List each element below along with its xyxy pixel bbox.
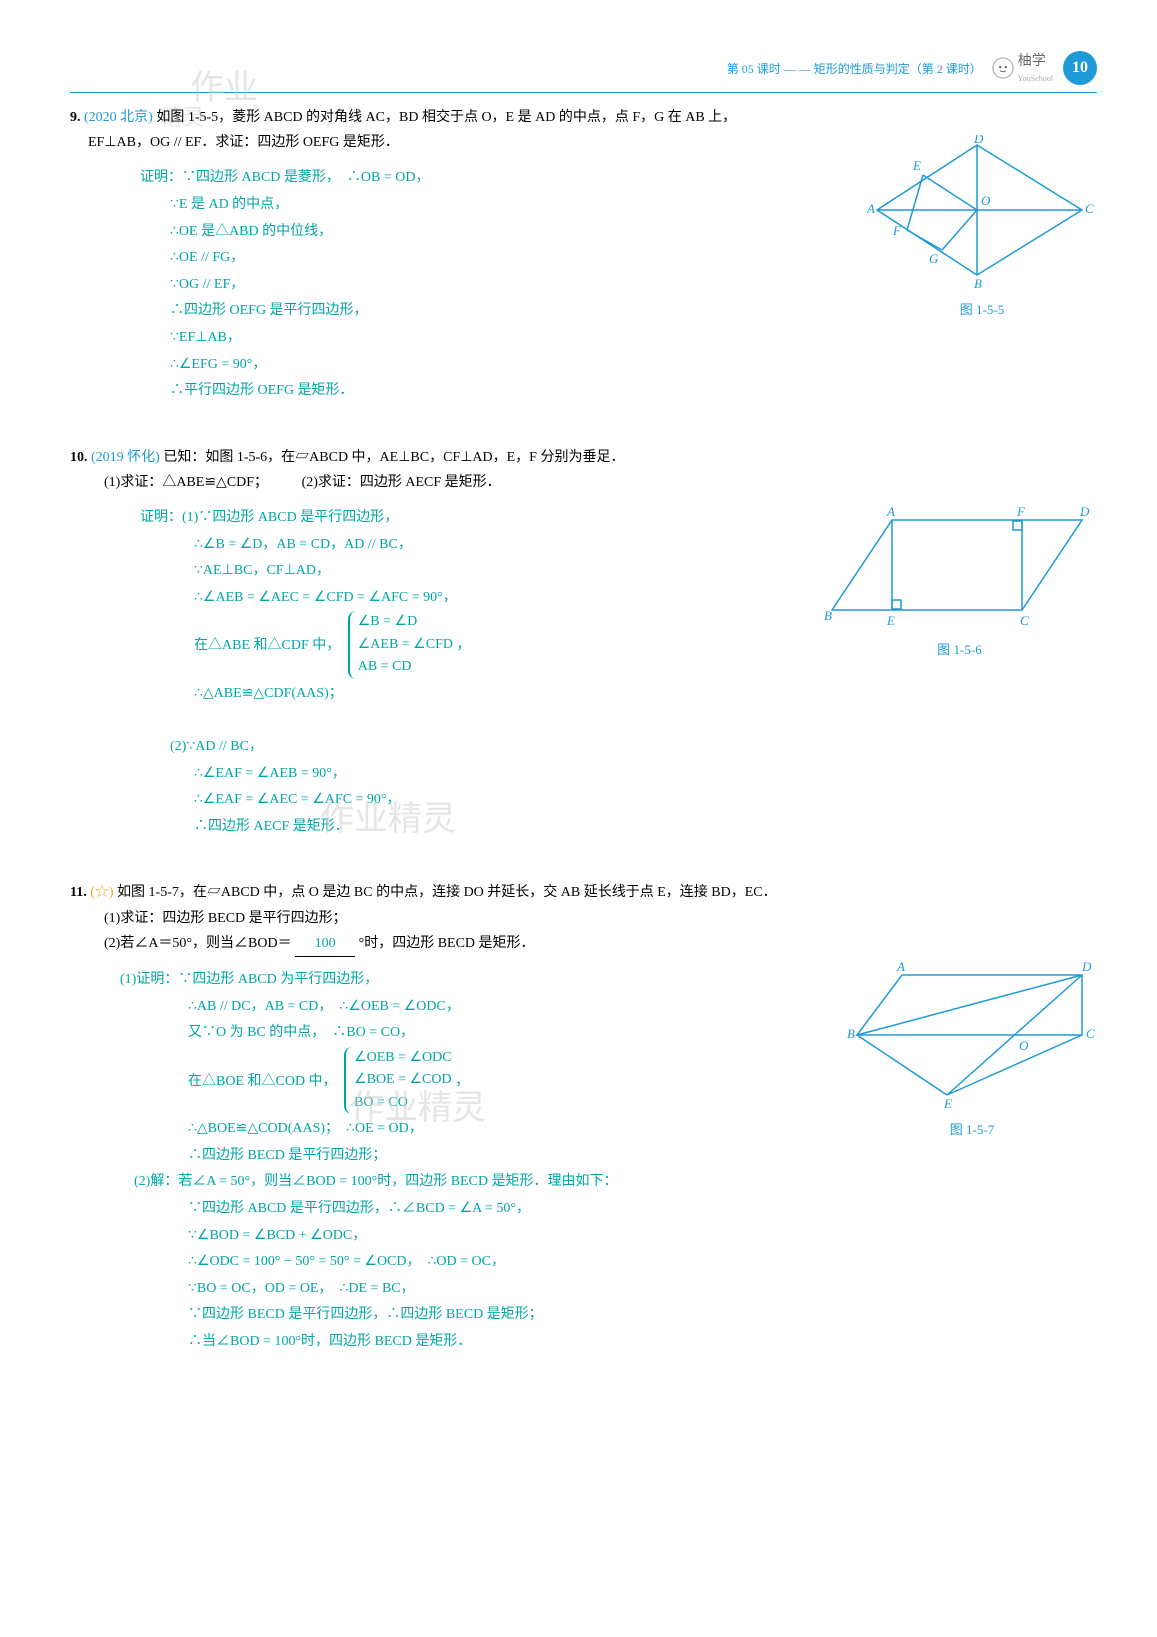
brand-sub: YouSchool — [1018, 74, 1053, 83]
brace-pre: 在△BOE 和△COD 中， — [188, 1074, 337, 1089]
problem-number: 11. — [70, 885, 87, 900]
proof-line: ∵∠BOD = ∠BCD + ∠ODC， — [120, 1223, 1097, 1250]
figure-caption: 图 1-5-6 — [822, 639, 1097, 658]
proof-label: (1)证明： — [120, 972, 178, 987]
proof-line: (2)∵AD // BC， — [140, 734, 1097, 761]
svg-text:C: C — [1086, 1026, 1095, 1041]
svg-text:G: G — [929, 251, 939, 266]
figure-caption: 图 1-5-7 — [847, 1119, 1097, 1138]
q2-text: °时，四边形 BECD 是矩形． — [359, 936, 535, 951]
proof-line: ∵四边形 ABCD 是菱形， ∴OB = OD， — [182, 170, 429, 185]
fill-blank[interactable]: 100 — [295, 931, 355, 957]
svg-text:B: B — [847, 1026, 855, 1041]
brace-row: AB = CD — [358, 659, 412, 674]
page-header: 第 05 课时 — — 矩形的性质与判定（第 2 课时） 柚学 YouSchoo… — [70, 50, 1097, 86]
svg-text:E: E — [886, 613, 895, 628]
sub-question: (2)若∠A＝50°，则当∠BOD＝ 100 °时，四边形 BECD 是矩形． — [70, 936, 535, 951]
proof-line: ∵BO = OC，OD = OE， ∴DE = BC， — [120, 1276, 1097, 1303]
brace-post: ， — [455, 1074, 469, 1089]
svg-text:C: C — [1020, 613, 1029, 628]
brace-row: BO = CO — [354, 1095, 408, 1110]
svg-text:B: B — [824, 608, 832, 623]
brand-icon — [992, 57, 1014, 79]
sub-question: (2)求证：四边形 AECF 是矩形． — [272, 475, 501, 490]
svg-text:B: B — [974, 276, 982, 290]
header-rule — [70, 92, 1097, 93]
sub-question: (1)求证：△ABE≌△CDF； — [70, 475, 268, 490]
diagram-icon: A D B C O E — [847, 960, 1097, 1110]
stem-text: 如图 1-5-5，菱形 ABCD 的对角线 AC，BD 相交于点 O，E 是 A… — [156, 110, 736, 125]
sub-question: (1)求证：四边形 BECD 是平行四边形； — [70, 911, 347, 926]
svg-text:A: A — [886, 505, 895, 519]
svg-text:D: D — [1081, 960, 1092, 974]
figure-1-5-7: A D B C O E 图 1-5-7 — [847, 960, 1097, 1138]
proof-line: ∴四边形 AECF 是矩形． — [140, 814, 1097, 841]
problem-number: 10. — [70, 450, 88, 465]
proof-line: ∵EF⊥AB， — [140, 325, 1097, 352]
figure-caption: 图 1-5-5 — [867, 299, 1097, 318]
svg-text:A: A — [867, 201, 875, 216]
proof-line: (1)∵四边形 ABCD 是平行四边形， — [182, 510, 398, 525]
proof-label: 证明： — [140, 510, 182, 525]
brace-row: ∠B = ∠D — [358, 614, 417, 629]
problem-11: A D B C O E 图 1-5-7 11. (☆) 如图 1-5-7，在▱ABCD… — [70, 880, 1097, 1355]
proof-label: (2)解： — [134, 1174, 178, 1189]
q2-text: (2)若∠A＝50°，则当∠BOD＝ — [104, 936, 292, 951]
brace-row: ∠OEB = ∠ODC — [354, 1050, 452, 1065]
diagram-icon: A B C D O E F G — [867, 135, 1097, 290]
problem-stem: 11. (☆) 如图 1-5-7，在▱ABCD 中，点 O 是边 BC 的中点，… — [70, 880, 1097, 957]
problem-stem: 10. (2019 怀化) 已知：如图 1-5-6，在▱ABCD 中，AE⊥BC… — [70, 445, 1097, 495]
proof-line: 若∠A = 50°，则当∠BOD = 100°时，四边形 BECD 是矩形．理由… — [178, 1174, 617, 1189]
svg-text:F: F — [892, 223, 902, 238]
proof-line: ∵四边形 ABCD 是平行四边形，∴∠BCD = ∠A = 50°， — [120, 1196, 1097, 1223]
proof-line: ∵四边形 ABCD 为平行四边形， — [178, 972, 378, 987]
problem-10: A D F B E C 图 1-5-6 10. (2019 怀化) 已知：如图 1-5-… — [70, 445, 1097, 841]
page-number-badge: 10 — [1063, 51, 1097, 85]
svg-text:A: A — [896, 960, 905, 974]
proof-line: ∴∠EAF = ∠AEB = 90°， — [140, 761, 1097, 788]
brand: 柚学 YouSchool — [992, 50, 1053, 86]
proof-line: ∴△ABE≌△CDF(AAS)； — [140, 681, 1097, 708]
problem-source: (2020 北京) — [84, 110, 153, 125]
brace-pre: 在△ABE 和△CDF 中， — [194, 638, 340, 653]
svg-text:F: F — [1016, 505, 1026, 519]
brand-text: 柚学 — [1018, 54, 1046, 69]
proof-line: ∴四边形 BECD 是平行四边形； — [120, 1143, 1097, 1170]
stem-text: EF⊥AB，OG // EF．求证：四边形 OEFG 是矩形． — [70, 135, 399, 150]
stem-text: 如图 1-5-7，在▱ABCD 中，点 O 是边 BC 的中点，连接 DO 并延… — [117, 885, 777, 900]
svg-text:O: O — [981, 193, 991, 208]
svg-text:E: E — [912, 158, 921, 173]
lesson-title: 第 05 课时 — — 矩形的性质与判定（第 2 课时） — [727, 60, 982, 77]
brace-row: ∠BOE = ∠COD — [354, 1072, 452, 1087]
proof-label: 证明： — [140, 170, 182, 185]
proof-line: ∵四边形 BECD 是平行四边形，∴四边形 BECD 是矩形； — [120, 1302, 1097, 1329]
stem-text: 已知：如图 1-5-6，在▱ABCD 中，AE⊥BC，CF⊥AD，E，F 分别为… — [163, 450, 624, 465]
svg-text:E: E — [943, 1096, 952, 1110]
diagram-icon: A D F B E C — [822, 505, 1097, 630]
brace-post: ， — [456, 638, 470, 653]
svg-text:D: D — [1079, 505, 1090, 519]
svg-text:C: C — [1085, 201, 1094, 216]
svg-text:D: D — [973, 135, 984, 146]
proof-line: ∴∠EAF = ∠AEC = ∠AFC = 90°， — [140, 787, 1097, 814]
brace-icon: ∠B = ∠D ∠AEB = ∠CFD AB = CD — [344, 611, 453, 680]
brace-row: ∠AEB = ∠CFD — [358, 637, 453, 652]
problem-number: 9. — [70, 110, 81, 125]
proof-line: ∴当∠BOD = 100°时，四边形 BECD 是矩形． — [120, 1329, 1097, 1356]
svg-text:O: O — [1019, 1038, 1029, 1053]
star-icon: (☆) — [90, 885, 113, 900]
figure-1-5-6: A D F B E C 图 1-5-6 — [822, 505, 1097, 658]
brace-icon: ∠OEB = ∠ODC ∠BOE = ∠COD BO = CO — [340, 1047, 452, 1116]
problem-9: A B C D O E F G 图 1-5-5 9. (2020 北京) 如图 1-5-5，… — [70, 105, 1097, 405]
figure-1-5-5: A B C D O E F G 图 1-5-5 — [867, 135, 1097, 318]
proof-line: ∴∠ODC = 100° − 50° = 50° = ∠OCD， ∴OD = O… — [120, 1249, 1097, 1276]
problem-source: (2019 怀化) — [91, 450, 160, 465]
proof-line: ∴∠EFG = 90°， — [140, 352, 1097, 379]
proof-line: ∴平行四边形 OEFG 是矩形． — [140, 378, 1097, 405]
